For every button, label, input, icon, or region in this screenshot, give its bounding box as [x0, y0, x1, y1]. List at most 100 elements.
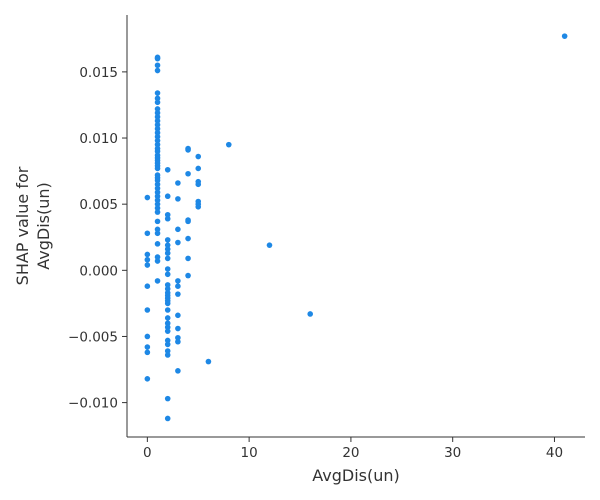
data-point — [154, 226, 161, 233]
data-point — [154, 209, 161, 215]
data-point — [164, 237, 171, 243]
y-tick-label: 0.010 — [79, 131, 118, 147]
x-axis-title: AvgDis(un) — [312, 466, 400, 485]
data-point — [175, 338, 181, 345]
data-point — [164, 215, 171, 222]
data-points — [144, 33, 568, 422]
y-tick-label: −0.010 — [68, 396, 118, 412]
data-point — [154, 137, 161, 144]
data-point — [175, 368, 181, 374]
data-point — [175, 291, 181, 297]
data-point — [185, 255, 191, 262]
data-point — [154, 241, 161, 247]
data-point — [154, 258, 161, 264]
x-tick-label: 30 — [444, 445, 461, 461]
data-point — [175, 283, 181, 289]
data-point — [144, 230, 151, 237]
data-point — [144, 283, 151, 289]
y-axis-title-line-2: AvgDis(un) — [34, 182, 53, 270]
data-point — [154, 67, 161, 74]
data-point — [154, 62, 161, 69]
data-point — [205, 358, 212, 365]
data-point — [144, 375, 151, 382]
data-point — [154, 278, 161, 284]
data-point — [164, 320, 171, 327]
data-point — [154, 193, 161, 200]
data-point — [175, 278, 181, 284]
data-point — [144, 344, 151, 350]
data-point — [185, 218, 191, 225]
data-point — [154, 201, 161, 207]
data-point — [154, 230, 161, 237]
y-axis-title-line-1: SHAP value for — [13, 166, 32, 285]
data-point — [164, 348, 171, 354]
data-point — [164, 166, 171, 173]
x-tick-label: 40 — [546, 445, 563, 461]
plot-area: 0 10 20 30 40 −0.010 −0.005 0.000 0.005 0.010 0.0… — [68, 15, 585, 461]
data-point — [154, 148, 161, 155]
data-point — [164, 255, 171, 262]
data-point — [144, 262, 151, 268]
data-point — [154, 254, 161, 260]
data-point — [154, 110, 161, 116]
data-point — [195, 153, 202, 160]
data-point — [164, 307, 171, 313]
data-point — [154, 55, 161, 62]
y-tick-label: 0.015 — [79, 65, 118, 81]
data-point — [175, 312, 181, 319]
data-point — [185, 235, 191, 242]
data-point — [185, 170, 191, 177]
data-point — [154, 99, 161, 106]
data-point — [154, 189, 161, 196]
data-point — [164, 352, 171, 358]
data-point — [144, 349, 151, 356]
data-point — [195, 165, 202, 172]
data-point — [154, 129, 161, 136]
data-point — [154, 141, 161, 148]
data-point — [195, 204, 202, 210]
data-point — [164, 211, 171, 218]
data-point — [195, 181, 202, 188]
data-point — [154, 181, 161, 188]
data-point — [164, 250, 171, 256]
x-tick-label: 0 — [143, 445, 152, 461]
x-axis-ticks: 0 10 20 30 40 — [143, 437, 563, 461]
data-point — [307, 311, 314, 317]
data-point — [154, 218, 161, 225]
data-point — [144, 251, 151, 258]
data-point — [175, 325, 181, 332]
data-point — [154, 177, 161, 184]
data-point — [175, 334, 181, 341]
data-point — [154, 165, 161, 172]
data-point — [164, 300, 171, 307]
y-axis-ticks: −0.010 −0.005 0.000 0.005 0.010 0.015 — [68, 65, 127, 412]
data-point — [561, 33, 568, 39]
data-point — [144, 307, 151, 313]
data-point — [175, 196, 181, 202]
data-point — [164, 282, 171, 288]
data-point — [154, 133, 161, 140]
data-point — [144, 256, 151, 263]
data-point — [164, 395, 171, 402]
data-point — [144, 333, 151, 340]
data-point — [164, 315, 171, 321]
data-point — [185, 272, 191, 279]
data-point — [154, 106, 161, 112]
data-point — [144, 194, 151, 201]
data-point — [175, 180, 181, 186]
data-point — [154, 121, 161, 128]
data-point — [154, 125, 161, 132]
data-point — [164, 415, 171, 422]
x-tick-label: 20 — [342, 445, 359, 461]
data-point — [154, 185, 161, 192]
data-point — [154, 90, 161, 96]
x-tick-label: 10 — [241, 445, 258, 461]
data-point — [164, 242, 171, 248]
data-point — [154, 205, 161, 211]
y-tick-label: 0.000 — [79, 263, 118, 279]
data-point — [164, 193, 171, 200]
data-point — [164, 337, 171, 344]
data-point — [164, 324, 171, 331]
data-point — [154, 197, 161, 204]
